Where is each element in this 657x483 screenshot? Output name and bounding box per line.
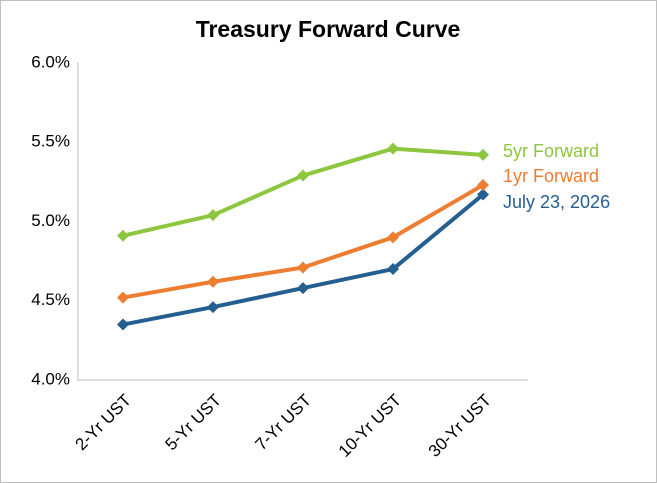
series-label: 1yr Forward bbox=[503, 166, 599, 186]
marker bbox=[207, 275, 219, 288]
marker bbox=[387, 231, 399, 244]
marker bbox=[387, 263, 399, 276]
marker bbox=[477, 148, 489, 161]
marker bbox=[297, 282, 309, 295]
series-label: July 23, 2026 bbox=[503, 192, 610, 212]
y-tick-label: 5.0% bbox=[31, 211, 70, 230]
series-label: 5yr Forward bbox=[503, 141, 599, 161]
y-tick-label: 5.5% bbox=[31, 132, 70, 151]
marker bbox=[117, 318, 129, 331]
marker bbox=[477, 188, 489, 201]
marker bbox=[117, 291, 129, 304]
marker bbox=[297, 261, 309, 274]
marker bbox=[207, 209, 219, 222]
y-tick-label: 4.0% bbox=[31, 369, 70, 388]
y-tick-label: 4.5% bbox=[31, 290, 70, 309]
chart-title: Treasury Forward Curve bbox=[196, 16, 461, 42]
marker bbox=[477, 179, 489, 192]
marker bbox=[387, 142, 399, 155]
marker bbox=[297, 169, 309, 182]
marker bbox=[117, 229, 129, 242]
marker bbox=[207, 301, 219, 314]
y-tick-label: 6.0% bbox=[31, 52, 70, 71]
